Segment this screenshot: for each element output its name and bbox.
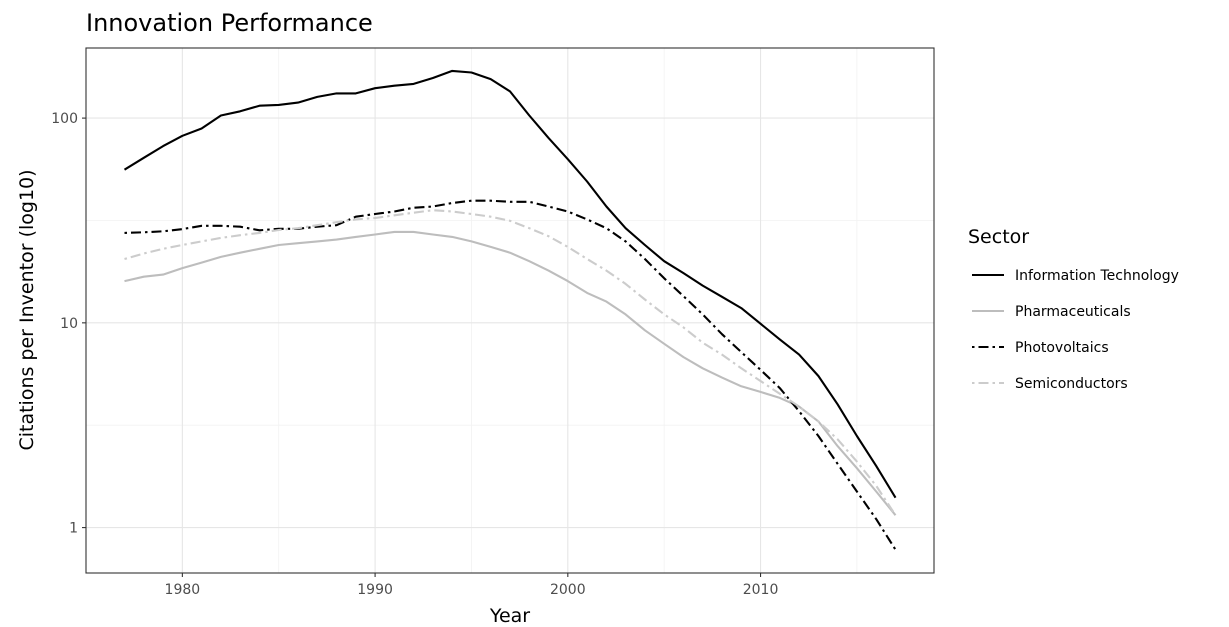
y-tick-label: 1	[69, 521, 78, 537]
y-tick-label: 10	[60, 316, 78, 332]
chart-title: Innovation Performance	[86, 9, 373, 37]
y-axis-title: Citations per Inventor (log10)	[16, 169, 38, 450]
legend-label-0: Information Technology	[1015, 268, 1179, 284]
legend: Sector Information Technology Pharmaceuti…	[968, 226, 1179, 392]
plot-panel	[86, 48, 934, 573]
x-tick-label: 2010	[743, 582, 779, 598]
series-line-3	[124, 209, 897, 516]
y-tick-label: 100	[51, 111, 78, 127]
x-tick-label: 1980	[165, 582, 201, 598]
x-tick-label: 1990	[357, 582, 393, 598]
x-axis-ticks: 1980 1990 2000 2010	[165, 573, 779, 598]
legend-label-1: Pharmaceuticals	[1015, 304, 1131, 320]
plot-border	[85, 47, 935, 574]
legend-label-2: Photovoltaics	[1015, 340, 1109, 356]
series-line-0	[123, 69, 897, 499]
major-gridlines	[86, 48, 934, 573]
y-axis-ticks: 1 10 100	[51, 111, 86, 537]
series-lines	[123, 69, 897, 551]
series-line-1	[124, 230, 897, 516]
x-tick-label: 2000	[550, 582, 586, 598]
series-line-2	[124, 199, 897, 551]
legend-label-3: Semiconductors	[1015, 376, 1128, 392]
x-axis-title: Year	[489, 605, 530, 627]
legend-title: Sector	[968, 226, 1029, 248]
